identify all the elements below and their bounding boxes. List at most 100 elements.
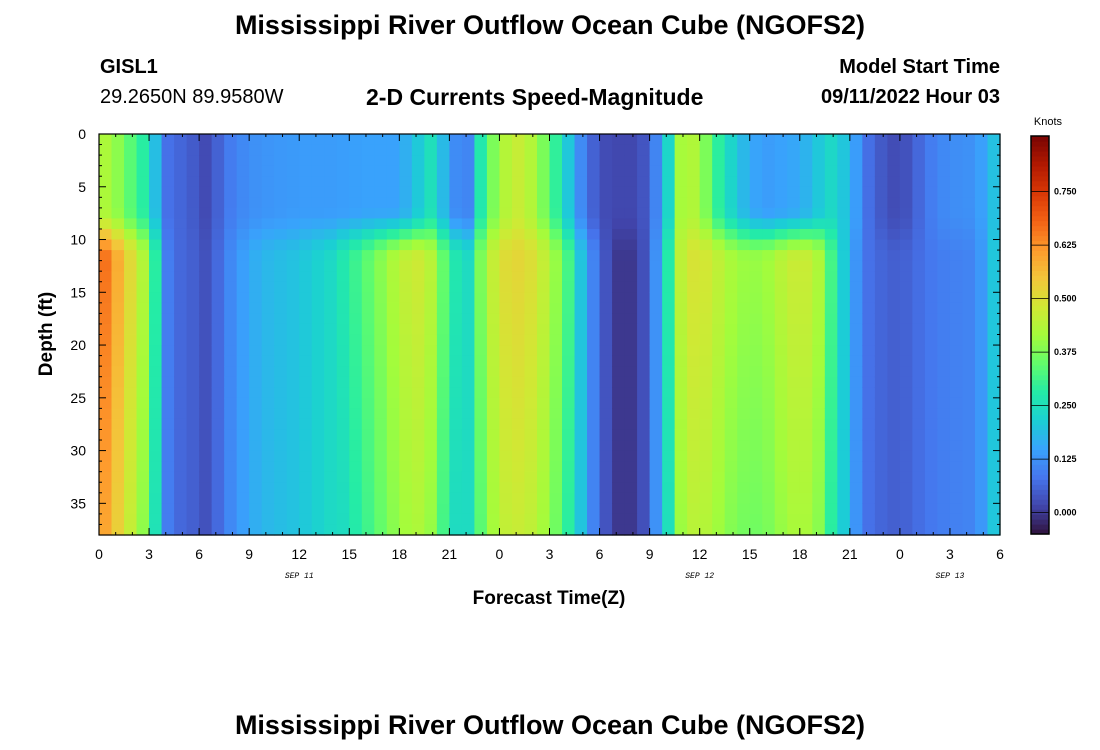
heat-cell — [249, 165, 263, 177]
heat-cell — [762, 218, 776, 230]
heat-cell — [874, 250, 888, 262]
heat-cell — [261, 429, 275, 441]
heat-cell — [124, 513, 138, 526]
heat-cell — [311, 176, 325, 188]
heat-cell — [149, 366, 163, 378]
heat-cell — [136, 366, 150, 378]
heat-cell — [812, 513, 826, 526]
heat-cell — [699, 513, 713, 526]
colorbar-segment — [1031, 320, 1049, 326]
heat-cell — [536, 376, 551, 388]
heat-cell — [862, 440, 876, 452]
heat-cell — [461, 144, 476, 156]
heat-cell — [399, 176, 413, 188]
heat-cell — [749, 197, 763, 209]
heat-cell — [837, 408, 851, 420]
heat-cell — [799, 250, 813, 262]
heat-cell — [987, 218, 1001, 230]
heat-cell — [286, 186, 300, 198]
heat-cell — [499, 165, 513, 177]
heat-cell — [987, 461, 1001, 473]
heat-cell — [637, 186, 651, 198]
heat-cell — [224, 366, 238, 378]
heat-cell — [862, 165, 876, 177]
heat-cell — [712, 408, 726, 420]
heat-cell — [562, 144, 576, 156]
heat-cell — [599, 503, 613, 515]
heat-cell — [486, 429, 501, 441]
heat-cell — [486, 345, 501, 357]
heat-cell — [174, 471, 188, 483]
heat-cell — [949, 461, 964, 473]
heat-cell — [937, 218, 951, 230]
heat-cell — [224, 134, 238, 146]
heat-cell — [637, 524, 651, 536]
heat-cell — [374, 292, 388, 304]
heat-cell — [136, 345, 150, 357]
heat-cell — [862, 334, 876, 346]
heat-cell — [211, 471, 225, 483]
heat-cell — [261, 271, 275, 283]
heat-cell — [574, 228, 588, 241]
heat-cell — [812, 355, 826, 367]
heat-cell — [136, 440, 150, 452]
heat-cell — [324, 302, 338, 314]
heat-cell — [662, 355, 676, 367]
heat-cell — [249, 239, 263, 251]
heat-cell — [524, 207, 538, 220]
heat-cell — [987, 408, 1001, 420]
heat-cell — [149, 197, 163, 209]
heat-cell — [787, 429, 801, 441]
heat-cell — [486, 492, 501, 504]
heat-cell — [887, 471, 901, 483]
heat-cell — [149, 503, 163, 515]
heat-cell — [161, 482, 175, 494]
heat-cell — [774, 186, 788, 198]
heat-cell — [824, 313, 838, 325]
heat-cell — [311, 197, 325, 209]
heat-cell — [449, 513, 463, 526]
heat-cell — [824, 345, 838, 357]
heat-cell — [311, 450, 325, 462]
heat-cell — [511, 186, 526, 198]
heat-cell — [724, 397, 738, 409]
heat-cell — [511, 418, 526, 431]
heat-cell — [837, 471, 851, 483]
heat-cell — [136, 228, 150, 241]
heat-cell — [924, 250, 939, 262]
heat-cell — [549, 482, 563, 494]
heat-cell — [424, 218, 438, 230]
heat-cell — [574, 408, 588, 420]
heat-cell — [136, 503, 150, 515]
heat-cell — [774, 197, 788, 209]
colorbar-segment — [1031, 509, 1049, 515]
heat-cell — [336, 355, 350, 367]
heat-cell — [349, 387, 363, 399]
heat-cell — [762, 144, 776, 156]
heat-cell — [799, 503, 813, 515]
heat-cell — [461, 165, 476, 177]
heat-cell — [612, 292, 626, 304]
heat-cell — [674, 503, 688, 515]
heat-cell — [587, 524, 601, 536]
heat-cell — [574, 376, 588, 388]
heat-cell — [899, 186, 913, 198]
heat-cell — [887, 197, 901, 209]
heat-cell — [424, 313, 438, 325]
heat-cell — [649, 302, 663, 314]
heat-cell — [261, 524, 275, 536]
y-tick-label: 20 — [70, 337, 86, 353]
heat-cell — [687, 461, 701, 473]
y-axis-title: Depth (ft) — [36, 292, 57, 376]
heat-cell — [762, 302, 776, 314]
heat-cell — [511, 250, 526, 262]
heat-cell — [612, 334, 626, 346]
heat-cell — [549, 503, 563, 515]
heat-cell — [949, 281, 964, 293]
heat-cell — [574, 134, 588, 146]
heat-cell — [562, 503, 576, 515]
heat-cell — [587, 197, 601, 209]
colorbar-segment — [1031, 369, 1049, 376]
heat-cell — [612, 197, 626, 209]
heat-cell — [511, 513, 526, 526]
